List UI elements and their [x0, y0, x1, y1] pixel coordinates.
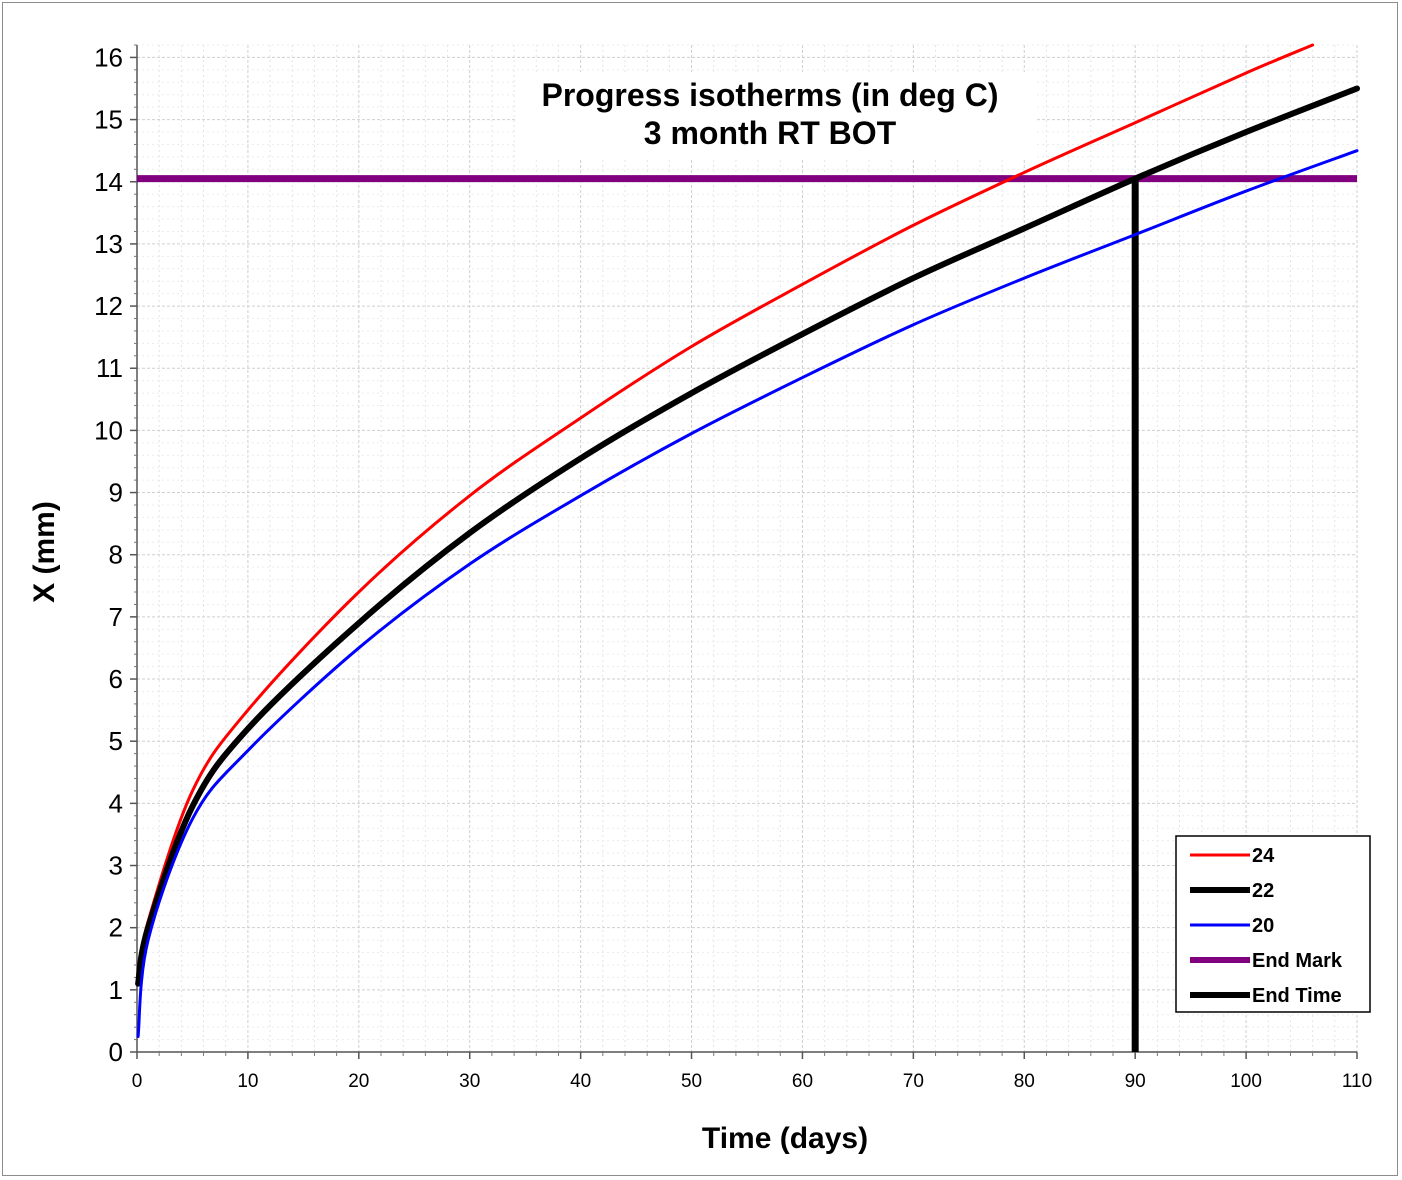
- x-tick-label: 70: [903, 1071, 924, 1092]
- x-tick-label: 10: [237, 1071, 258, 1092]
- x-tick-label: 20: [348, 1071, 369, 1092]
- x-tick-label: 30: [459, 1071, 480, 1092]
- y-tick-label: 12: [94, 291, 123, 321]
- y-tick-label: 11: [96, 353, 123, 383]
- y-tick-label: 14: [94, 167, 123, 197]
- y-tick-label: 4: [109, 788, 123, 818]
- legend-label-end-mark: End Mark: [1252, 950, 1343, 972]
- y-tick-label: 8: [109, 540, 123, 570]
- y-tick-label: 5: [109, 726, 123, 756]
- y-tick-label: 9: [109, 478, 123, 508]
- y-tick-label: 3: [109, 851, 123, 881]
- x-tick-label: 90: [1125, 1071, 1146, 1092]
- x-tick-label: 40: [570, 1071, 591, 1092]
- legend-label-22: 22: [1252, 880, 1274, 902]
- y-tick-label: 13: [94, 229, 123, 259]
- y-axis-title: X (mm): [28, 501, 61, 603]
- y-tick-label: 15: [94, 105, 123, 135]
- chart-title: Progress isotherms (in deg C) 3 month RT…: [515, 72, 1035, 160]
- y-tick-label: 2: [109, 913, 123, 943]
- title-line-2: 3 month RT BOT: [644, 115, 897, 151]
- series-20-line: [136, 149, 1359, 1038]
- legend-label-end-time: End Time: [1252, 985, 1342, 1007]
- x-tick-label: 100: [1230, 1071, 1262, 1092]
- grid: [137, 44, 1358, 1052]
- y-tick-label: 16: [94, 42, 123, 72]
- legend: 24 22 20 End Mark End Time: [1175, 835, 1371, 1013]
- y-tick-label: 10: [94, 415, 123, 445]
- title-line-1: Progress isotherms (in deg C): [542, 77, 999, 113]
- legend-label-20: 20: [1252, 915, 1274, 937]
- series-24-line: [136, 43, 1315, 979]
- x-tick-label: 80: [1014, 1071, 1035, 1092]
- title-background: [515, 72, 1035, 160]
- y-tick-label: 1: [109, 975, 123, 1005]
- x-axis-title: Time (days): [702, 1122, 868, 1155]
- x-tick-label: 0: [132, 1071, 143, 1092]
- x-tick-label: 60: [792, 1071, 813, 1092]
- y-tick-label: 0: [109, 1037, 123, 1067]
- series-lines: [135, 43, 1360, 1038]
- y-tick-label: 6: [109, 664, 123, 694]
- x-tick-label: 50: [681, 1071, 702, 1092]
- x-tick-label: 110: [1342, 1071, 1372, 1092]
- y-tick-label: 7: [109, 602, 123, 632]
- legend-label-24: 24: [1252, 845, 1275, 867]
- series-22-line: [135, 85, 1360, 987]
- reference-lines: [137, 175, 1357, 1052]
